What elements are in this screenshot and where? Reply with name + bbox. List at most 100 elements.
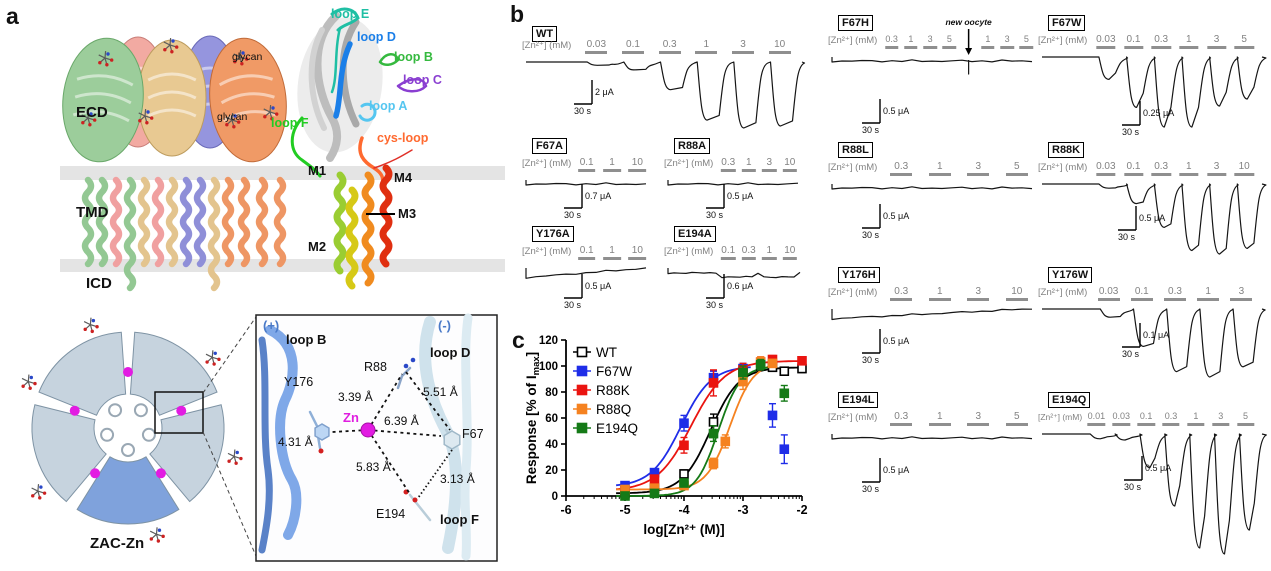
- trace-panel-R88L: R88L [Zn²⁺] (mM) 0.3 1 3 5 0.5 μA 30 s: [826, 142, 1046, 260]
- conc-value: 1: [609, 245, 615, 256]
- application-bar: [981, 46, 995, 49]
- data-point-F67W: [679, 418, 689, 428]
- application-bar: [1019, 46, 1034, 49]
- scale-current-label: 0.6 μA: [727, 281, 753, 291]
- legend-entry-WT: WT: [596, 345, 617, 360]
- zn-concentration-prefix: [Zn²⁺] (mM): [828, 35, 878, 46]
- conc-value: 0.1: [1126, 161, 1141, 172]
- application-bar: [928, 423, 951, 426]
- y-tick-label: 100: [539, 361, 558, 373]
- zac-zn-label: ZAC-Zn: [90, 535, 145, 552]
- m4-label: M4: [394, 170, 413, 185]
- scale-time-label: 30 s: [564, 210, 582, 220]
- conc-value: 0.3: [1154, 34, 1169, 45]
- trace-panel-R88K: R88K [Zn²⁺] (mM) 0.03 0.1 0.3 1 3 10 0.5 μA 30 s: [1036, 142, 1268, 264]
- conc-value: 3: [975, 411, 982, 422]
- inset-loop-b-label: loop B: [286, 332, 327, 347]
- conc-value: 0.3: [894, 161, 909, 172]
- application-bar: [1230, 298, 1253, 301]
- y-tick-label: 40: [545, 439, 558, 451]
- mutant-label-R88L: R88L: [838, 142, 873, 158]
- conc-value: 0.1: [1126, 34, 1141, 45]
- conc-value: 0.3: [721, 157, 736, 168]
- conc-value: 0.3: [894, 286, 909, 297]
- mutant-label-Y176W: Y176W: [1048, 267, 1093, 283]
- conc-value: 3: [975, 161, 982, 172]
- application-bar: [1130, 298, 1153, 301]
- conc-value: 1: [936, 286, 943, 297]
- scale-current-label: 0.5 μA: [883, 106, 909, 116]
- conc-value: 1: [703, 39, 710, 50]
- scale-time-label: 30 s: [1118, 232, 1136, 242]
- conc-value: 5: [1013, 161, 1020, 172]
- application-bar: [1212, 423, 1230, 426]
- application-bar: [967, 298, 990, 301]
- plus-side-label: (+): [263, 318, 280, 333]
- y-tick-label: 120: [539, 335, 558, 347]
- distance-zn-y176: 4.31 Å: [278, 435, 313, 449]
- mutant-label-E194Q: E194Q: [1048, 392, 1091, 408]
- zn-concentration-prefix: [Zn²⁺] (mM): [522, 40, 572, 51]
- data-point-F67W: [779, 444, 790, 454]
- conc-value: 1: [1186, 161, 1192, 172]
- trace-panel-WT: WT [Zn²⁺] (mM) 0.03 0.1 0.3 1 3 10 2 μA 30 s: [520, 20, 808, 138]
- trace-panel-E194L: E194L [Zn²⁺] (mM) 0.3 1 3 5 0.5 μA 30 s: [826, 392, 1046, 522]
- application-bar: [658, 51, 681, 54]
- application-bar: [1206, 173, 1227, 176]
- conc-value: 10: [774, 39, 786, 50]
- loop-b-label: loop B: [394, 50, 433, 64]
- glycan-label-mid: glycan: [217, 111, 248, 123]
- scale-current-label: 0.1 μA: [1143, 330, 1169, 340]
- scale-current-label: 0.5 μA: [1139, 213, 1165, 223]
- trace-panel-F67H: F67H [Zn²⁺] (mM) 0.3 1 3 5 1 3 5 new oocyte 0.5 μA…: [826, 15, 1046, 135]
- legend-entry-F67W: F67W: [596, 364, 632, 379]
- minus-side-label: (-): [438, 318, 451, 333]
- conc-value: 0.3: [885, 34, 898, 44]
- scale-current-label: 0.5 μA: [727, 191, 753, 201]
- loop-d-label: loop D: [357, 30, 396, 44]
- application-bar: [884, 46, 899, 49]
- distance-zn-r88: 3.39 Å: [338, 390, 373, 404]
- x-axis-title: log[Zn²⁺ (M)]: [643, 522, 724, 537]
- application-bar: [622, 51, 644, 54]
- zn-concentration-prefix: [Zn²⁺] (mM): [522, 246, 572, 257]
- legend-entry-E194Q: E194Q: [596, 421, 638, 436]
- panel-a-label: a: [6, 3, 19, 29]
- data-point-E194Q: [708, 428, 719, 439]
- scale-time-label: 30 s: [706, 300, 724, 310]
- conc-value: 10: [784, 245, 796, 256]
- conc-value: 0.03: [1098, 286, 1119, 297]
- legend-entry-R88Q: R88Q: [596, 402, 631, 417]
- data-point-WT: [797, 363, 807, 374]
- application-bar: [628, 257, 647, 260]
- scale-current-label: 0.5 μA: [883, 336, 909, 346]
- m2-label: M2: [308, 239, 327, 254]
- conc-value: 0.1: [1134, 286, 1149, 297]
- scale-time-label: 30 s: [706, 210, 724, 220]
- application-bar: [768, 51, 791, 54]
- panel-c-chart: c 0 20 40 60 80 100 120 -6 -5 -4 -3 -2 log[Zn²⁺ (M)]…: [510, 326, 826, 571]
- application-bar: [1206, 46, 1227, 49]
- y-tick-label: 0: [552, 491, 558, 503]
- scale-current-label: 2 μA: [595, 87, 614, 97]
- application-bar: [1087, 423, 1106, 426]
- conc-value: 0.3: [1154, 161, 1169, 172]
- panel-b-label: b: [510, 1, 525, 27]
- conc-value: 1: [1193, 411, 1199, 421]
- application-bar: [721, 169, 736, 172]
- application-bar: [967, 173, 990, 176]
- mutant-label-F67A: F67A: [532, 138, 567, 154]
- application-bar: [1151, 173, 1171, 176]
- conc-value: 5: [1013, 411, 1020, 422]
- data-point-R88K: [679, 440, 689, 451]
- conc-value: 0.3: [1164, 411, 1178, 421]
- application-bar: [603, 169, 621, 172]
- mutant-label-WT: WT: [532, 26, 558, 42]
- application-bar: [577, 257, 596, 260]
- mutant-label-Y176H: Y176H: [838, 267, 880, 283]
- scale-time-label: 30 s: [862, 484, 880, 494]
